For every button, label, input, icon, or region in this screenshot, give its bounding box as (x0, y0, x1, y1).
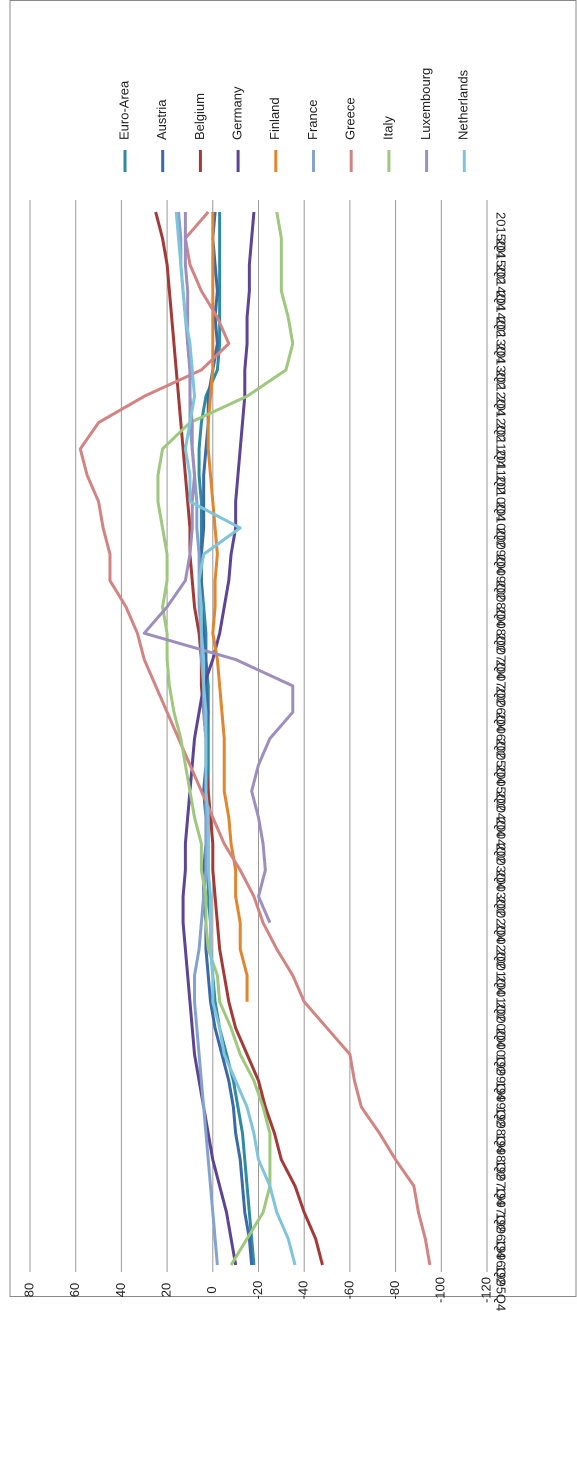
x-tick-label: 2007Q2 (494, 660, 509, 706)
series-line (174, 211, 297, 1266)
legend-label: Austria (154, 99, 169, 140)
x-tick-label: 1995Q4 (494, 1265, 509, 1311)
legend-label: Germany (230, 86, 245, 140)
x-tick-label: 2009Q2 (494, 554, 509, 600)
y-tick-label: -120 (478, 1277, 493, 1303)
series-line (78, 211, 432, 1266)
x-tick-label: 2000Q2 (494, 1028, 509, 1074)
y-tick-label: -20 (250, 1281, 265, 1300)
x-tick-label: 2013Q2 (494, 344, 509, 390)
x-tick-label: 2011Q4 (494, 423, 509, 468)
y-tick-label: 40 (113, 1283, 128, 1297)
x-tick-label: 2002Q4 (494, 896, 509, 942)
x-tick-label: 1996Q4 (494, 1212, 509, 1258)
x-tick-label: 1999Q4 (494, 1054, 509, 1100)
x-tick-label: 2012Q4 (494, 370, 509, 416)
series-line (206, 212, 249, 1002)
x-tick-label: 2003Q4 (494, 844, 509, 890)
series-line (156, 211, 295, 1266)
x-tick-label: 2007Q4 (494, 633, 509, 679)
frame (9, 0, 577, 1297)
x-tick-label: 2005Q2 (494, 765, 509, 811)
x-tick-label: 2000Q4 (494, 1002, 509, 1048)
legend-label: Luxembourg (418, 68, 433, 140)
x-tick-label: 2011Q2 (494, 449, 509, 494)
y-tick-label: 20 (159, 1283, 174, 1297)
y-tick-label: 60 (67, 1283, 82, 1297)
y-tick-label: -100 (433, 1277, 448, 1303)
x-tick-label: 2009Q4 (494, 528, 509, 574)
y-tick-label: -80 (387, 1281, 402, 1300)
y-tick-label: -60 (341, 1281, 356, 1300)
x-tick-label: 2013Q4 (494, 317, 509, 363)
x-tick-label: 1997Q4 (494, 1160, 509, 1206)
x-tick-label: 1997Q2 (494, 1186, 509, 1232)
x-tick-label: 2004Q4 (494, 791, 509, 837)
legend-label: Finland (267, 97, 282, 140)
legend-label: France (305, 100, 320, 140)
x-tick-label: 2008Q4 (494, 581, 509, 627)
x-tick-label: 2010Q4 (494, 475, 509, 521)
x-tick-label: 1996Q2 (494, 1239, 509, 1285)
x-tick-label: 1998Q2 (494, 1133, 509, 1179)
legend-label: Belgium (192, 93, 207, 140)
x-tick-label: 2015Q4 (494, 212, 509, 258)
x-tick-label: 2008Q2 (494, 607, 509, 653)
x-tick-label: 2002Q2 (494, 923, 509, 969)
x-tick-label: 2003Q2 (494, 870, 509, 916)
y-tick-label: 80 (21, 1283, 36, 1297)
x-tick-label: 1999Q2 (494, 1081, 509, 1127)
x-tick-label: 2012Q2 (494, 396, 509, 442)
x-tick-label: 2006Q4 (494, 686, 509, 732)
x-tick-label: 2005Q4 (494, 739, 509, 785)
y-tick-label: -40 (296, 1281, 311, 1300)
legend-label: Greece (343, 97, 358, 140)
legend-label: Netherlands (456, 69, 471, 140)
x-tick-label: 2014Q2 (494, 291, 509, 337)
legend-label: Euro-Area (116, 80, 131, 140)
x-tick-label: 2015Q2 (494, 238, 509, 284)
x-tick-label: 2001Q4 (494, 949, 509, 995)
x-tick-label: 2006Q2 (494, 712, 509, 758)
x-tick-label: 2010Q2 (494, 502, 509, 548)
x-tick-label: 2014Q4 (494, 265, 509, 311)
x-tick-label: 2004Q2 (494, 817, 509, 863)
series-line (181, 211, 256, 1266)
x-tick-label: 1998Q4 (494, 1107, 509, 1153)
y-tick-label: 0 (204, 1286, 219, 1293)
x-tick-label: 2001Q2 (494, 975, 509, 1021)
legend-label: Italy (380, 116, 395, 140)
